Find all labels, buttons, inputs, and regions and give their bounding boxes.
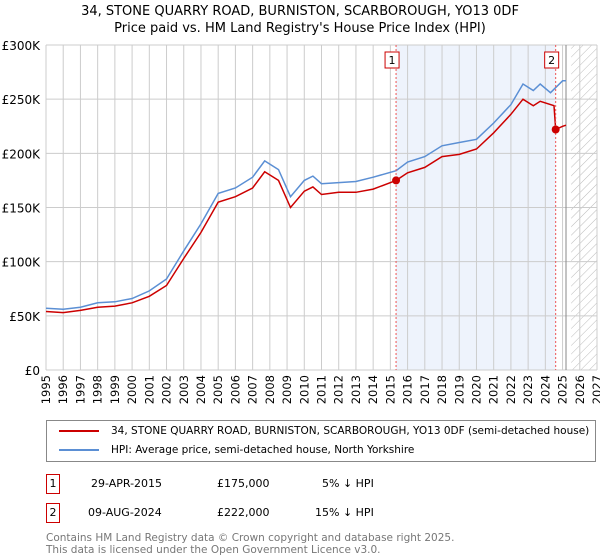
x-tick-label: 2013 xyxy=(349,375,363,404)
x-tick-label: 2010 xyxy=(297,375,311,404)
y-tick-label: £0 xyxy=(25,364,40,378)
x-tick-label: 2019 xyxy=(452,375,466,404)
x-tick-label: 2025 xyxy=(556,375,570,404)
x-tick-label: 2006 xyxy=(228,375,242,404)
subtitle-line: Price paid vs. HM Land Registry's House … xyxy=(114,21,486,36)
x-tick-label: 2023 xyxy=(521,375,535,404)
x-tick-label: 2021 xyxy=(487,375,501,404)
x-tick-label: 2003 xyxy=(177,375,191,404)
x-tick-label: 2020 xyxy=(469,375,483,404)
x-tick-label: 2016 xyxy=(401,375,415,404)
x-tick-label: 2004 xyxy=(194,375,208,404)
y-tick-label: £100K xyxy=(2,256,42,270)
price: £222,000 xyxy=(217,506,270,519)
legend: 34, STONE QUARRY ROAD, BURNISTON, SCARBO… xyxy=(46,420,596,462)
y-tick-label: £200K xyxy=(2,147,42,161)
x-tick-label: 2011 xyxy=(315,375,329,404)
x-tick-label: 2022 xyxy=(504,375,518,404)
x-tick-label: 2000 xyxy=(125,375,139,404)
sale-marker-box xyxy=(544,51,560,69)
x-tick-label: 2027 xyxy=(590,375,600,404)
x-tick-label: 2001 xyxy=(142,375,156,404)
x-tick-label: 2008 xyxy=(263,375,277,404)
sale-point xyxy=(551,125,560,134)
sale-marker-box xyxy=(384,51,400,69)
hpi-diff: 15% ↓ HPI xyxy=(315,506,374,519)
x-tick-label: 2024 xyxy=(538,375,552,404)
legend-red-line xyxy=(59,429,99,432)
sale-marker-label: 1 xyxy=(389,54,396,67)
x-tick-label: 1995 xyxy=(39,375,53,404)
x-tick-label: 2026 xyxy=(573,375,587,404)
footer-line-1: Contains HM Land Registry data © Crown c… xyxy=(46,532,455,544)
date: 09-AUG-2024 xyxy=(88,506,162,519)
y-tick-label: £300K xyxy=(2,39,42,53)
footer-line-2: This data is licensed under the Open Gov… xyxy=(46,544,381,556)
sale-point xyxy=(392,176,401,185)
y-tick-label: £150K xyxy=(2,202,42,216)
marker-badge: 1 xyxy=(46,474,60,494)
chart-title: 34, STONE QUARRY ROAD, BURNISTON, SCARBO… xyxy=(0,3,600,37)
legend-blue-line xyxy=(59,448,99,451)
x-tick-label: 2009 xyxy=(280,375,294,404)
x-tick-label: 2014 xyxy=(366,375,380,404)
transaction-row: 2 09-AUG-2024 £222,000 15% ↓ HPI xyxy=(46,503,546,523)
series-line xyxy=(45,98,567,314)
marker-badge: 2 xyxy=(46,503,60,523)
hpi-diff: 5% ↓ HPI xyxy=(322,477,374,490)
title-line: 34, STONE QUARRY ROAD, BURNISTON, SCARBO… xyxy=(81,4,519,19)
y-tick-label: £50K xyxy=(9,310,41,324)
y-tick-label: £250K xyxy=(2,93,42,107)
legend-property: 34, STONE QUARRY ROAD, BURNISTON, SCARBO… xyxy=(111,424,590,437)
x-tick-label: 2015 xyxy=(383,375,397,404)
x-tick-label: 1999 xyxy=(108,375,122,404)
x-tick-label: 1997 xyxy=(73,375,87,404)
x-tick-label: 2007 xyxy=(246,375,260,404)
x-tick-label: 2002 xyxy=(160,375,174,404)
series-line xyxy=(45,80,566,311)
x-tick-label: 2018 xyxy=(435,375,449,404)
sale-marker-label: 2 xyxy=(548,54,555,67)
x-tick-label: 1998 xyxy=(91,375,105,404)
transaction-row: 1 29-APR-2015 £175,000 5% ↓ HPI xyxy=(46,474,546,494)
footer: Contains HM Land Registry data © Crown c… xyxy=(46,532,454,556)
price: £175,000 xyxy=(217,477,270,490)
x-tick-label: 1996 xyxy=(56,375,70,404)
legend-hpi: HPI: Average price, semi-detached house,… xyxy=(111,443,415,456)
date: 29-APR-2015 xyxy=(91,477,163,490)
x-tick-label: 2012 xyxy=(332,375,346,404)
price-chart: 1995 1996 1997 1998 1999 2000 2001 2002 2003 2004… xyxy=(2,39,600,404)
x-tick-label: 2005 xyxy=(211,375,225,404)
x-tick-label: 2017 xyxy=(418,375,432,404)
